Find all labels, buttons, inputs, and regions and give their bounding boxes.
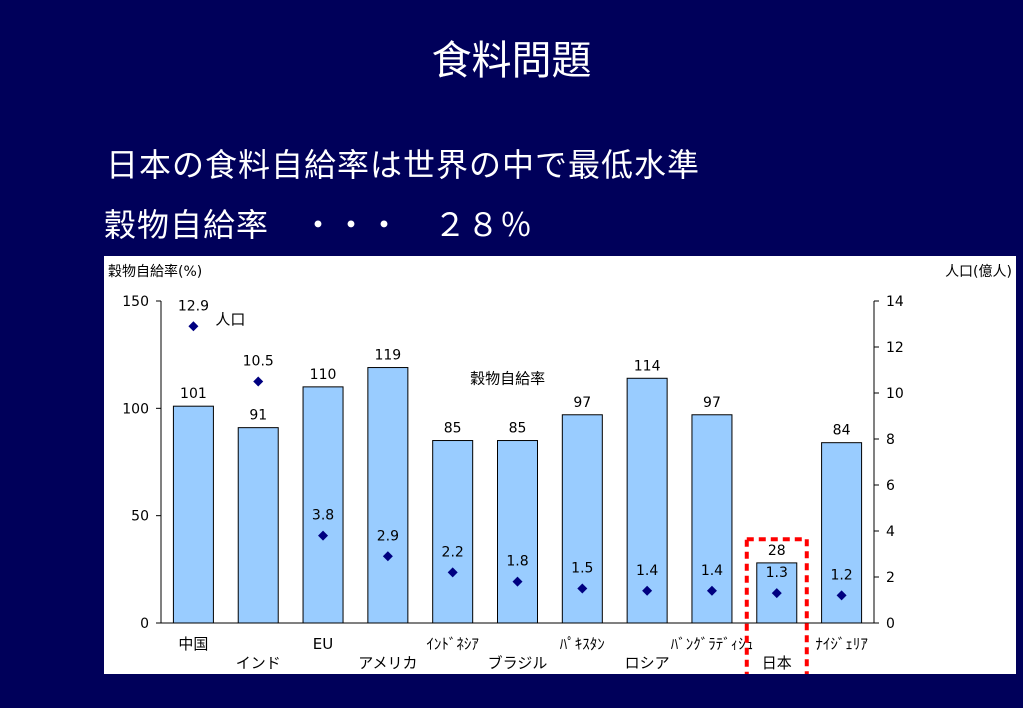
left-tick-label: 0 — [140, 616, 149, 632]
category-label: 日本 — [762, 654, 792, 672]
right-tick-label: 6 — [886, 478, 895, 494]
right-tick-label: 10 — [886, 386, 904, 402]
category-label: ｲﾝﾄﾞﾈｼｱ — [426, 635, 479, 653]
population-marker — [642, 585, 653, 596]
left-tick-label: 100 — [122, 401, 149, 417]
category-label: 中国 — [178, 635, 208, 653]
population-value-label: 1.8 — [506, 554, 528, 570]
right-tick-label: 4 — [886, 524, 895, 540]
grain-series-label: 穀物自給率 — [470, 370, 545, 388]
left-tick-label: 150 — [122, 294, 149, 310]
population-value-label: 1.4 — [636, 563, 658, 579]
bar-value-label: 119 — [374, 348, 401, 364]
bar — [626, 377, 668, 624]
population-marker — [577, 583, 588, 594]
category-label: EU — [313, 635, 333, 653]
right-tick-label: 2 — [886, 570, 895, 586]
bar — [821, 442, 863, 624]
category-label: ﾊﾞﾝｸﾞﾗﾃﾞｨｼｭ — [671, 635, 754, 653]
population-marker — [447, 567, 458, 578]
population-value-label: 1.4 — [701, 563, 723, 579]
population-series-label: 人口 — [215, 310, 245, 328]
bar — [432, 440, 474, 624]
bar — [172, 405, 214, 624]
population-value-label: 10.5 — [243, 354, 274, 370]
population-value-label: 2.2 — [442, 544, 464, 560]
bar-value-label: 91 — [249, 408, 267, 424]
population-marker — [512, 576, 523, 587]
population-value-label: 3.8 — [312, 508, 334, 524]
population-value-label: 12.9 — [178, 298, 209, 314]
population-marker — [382, 551, 393, 562]
bar — [497, 440, 538, 624]
bar-value-label: 110 — [310, 367, 337, 383]
bar-value-label: 97 — [573, 395, 591, 411]
category-label: ﾅｲｼﾞｪﾘｱ — [815, 635, 868, 653]
right-tick-label: 8 — [886, 432, 895, 448]
population-marker — [706, 585, 717, 596]
population-marker — [771, 588, 782, 599]
bar-value-label: 85 — [444, 421, 462, 437]
population-value-label: 1.3 — [766, 565, 788, 581]
bar — [367, 367, 409, 624]
right-tick-label: 14 — [886, 294, 904, 310]
bar-value-label: 28 — [768, 543, 786, 559]
chart-svg: 0 50 100 150 0 2 4 6 8 10 12 14 穀物自給率(%) 人口(億人) 101 12… — [108, 263, 1012, 683]
headline-text: 日本の食料自給率は世界の中で最低水準 — [106, 146, 701, 184]
population-value-label: 2.9 — [377, 528, 399, 544]
population-marker — [836, 590, 847, 601]
right-tick-label: 0 — [886, 616, 895, 632]
population-value-label: 1.5 — [571, 561, 593, 577]
category-label: ﾊﾟｷｽﾀﾝ — [560, 635, 605, 653]
grain-rate-text: 穀物自給率 ・・・ ２８％ — [104, 206, 534, 244]
population-marker — [318, 530, 329, 541]
bar — [237, 427, 279, 624]
population-marker — [253, 376, 264, 387]
population-value-label: 1.2 — [830, 567, 852, 583]
bar — [302, 386, 344, 624]
bar-value-label: 114 — [634, 358, 661, 374]
bar-value-label: 97 — [703, 395, 721, 411]
category-label: ブラジル — [488, 654, 548, 672]
chart-panel: 0 50 100 150 0 2 4 6 8 10 12 14 穀物自給率(%) 人口(億人) 101 12… — [104, 256, 1016, 683]
category-label: アメリカ — [358, 654, 417, 672]
bar-value-label: 85 — [509, 421, 527, 437]
bar-value-label: 101 — [180, 386, 207, 402]
right-tick-label: 12 — [886, 340, 904, 356]
right-axis-title: 人口(億人) — [945, 264, 1012, 280]
left-axis-title: 穀物自給率(%) — [108, 263, 202, 280]
category-label: ロシア — [625, 654, 670, 672]
category-label: インド — [236, 654, 281, 672]
bar-value-label: 84 — [833, 423, 851, 439]
population-marker — [188, 321, 199, 332]
slide-title: 食料問題 — [431, 38, 592, 84]
left-tick-label: 50 — [131, 509, 149, 525]
